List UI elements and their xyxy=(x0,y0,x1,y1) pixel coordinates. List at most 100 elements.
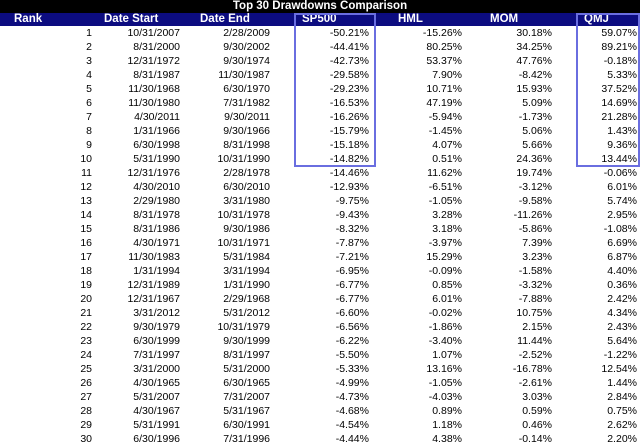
date-start-cell: 11/30/1980 xyxy=(128,97,180,109)
qmj-cell: 5.64% xyxy=(607,335,637,347)
hml-cell: 80.25% xyxy=(426,41,462,53)
mom-cell: 5.06% xyxy=(522,125,552,137)
date-end-cell: 5/31/1984 xyxy=(223,251,270,263)
qmj-cell: 2.84% xyxy=(607,391,637,403)
date-end-cell: 9/30/2002 xyxy=(223,41,270,53)
table-row: 12 4/30/2010 6/30/2010 -12.93% -6.51% -3.12% 6… xyxy=(0,180,640,194)
qmj-cell: 2.20% xyxy=(607,433,637,445)
mom-cell: -7.88% xyxy=(518,293,552,305)
sp500-cell: -15.79% xyxy=(329,125,369,137)
mom-cell: 34.25% xyxy=(516,41,552,53)
hml-cell: -6.51% xyxy=(428,181,462,193)
mom-cell: -2.52% xyxy=(518,349,552,361)
date-start-cell: 2/29/1980 xyxy=(133,195,180,207)
date-start-cell: 4/30/1965 xyxy=(133,377,180,389)
sp500-cell: -29.23% xyxy=(329,83,369,95)
table-row: 5 11/30/1968 6/30/1970 -29.23% 10.71% 15.93% 3… xyxy=(0,82,640,96)
rank-cell: 29 xyxy=(80,419,92,431)
mom-cell: -9.58% xyxy=(518,195,552,207)
rank-cell: 24 xyxy=(80,349,92,361)
rank-cell: 23 xyxy=(80,335,92,347)
table-row: 3 12/31/1972 9/30/1974 -42.73% 53.37% 47.76% -… xyxy=(0,54,640,68)
hml-cell: 0.89% xyxy=(432,405,462,417)
date-end-cell: 5/31/2000 xyxy=(223,363,270,375)
hml-cell: -0.09% xyxy=(428,265,462,277)
date-end-cell: 9/30/2011 xyxy=(224,111,270,123)
table-header: Rank Date Start Date End SP500 HML MOM Q… xyxy=(0,13,640,26)
mom-cell: 3.03% xyxy=(522,391,552,403)
date-end-cell: 8/31/1998 xyxy=(223,139,270,151)
hml-cell: -1.45% xyxy=(428,125,462,137)
mom-cell: 30.18% xyxy=(516,27,552,39)
table-row: 9 6/30/1998 8/31/1998 -15.18% 4.07% 5.66% 9.36… xyxy=(0,138,640,152)
header-sp500: SP500 xyxy=(302,13,337,25)
date-end-cell: 9/30/1986 xyxy=(223,223,270,235)
sp500-cell: -44.41% xyxy=(329,41,369,53)
table-row: 15 8/31/1986 9/30/1986 -8.32% 3.18% -5.86% -1.… xyxy=(0,222,640,236)
hml-cell: -5.94% xyxy=(428,111,462,123)
hml-cell: 7.90% xyxy=(432,69,462,81)
qmj-cell: 2.95% xyxy=(607,209,637,221)
qmj-cell: 1.44% xyxy=(607,377,637,389)
hml-cell: -1.05% xyxy=(428,377,462,389)
table-row: 14 8/31/1978 10/31/1978 -9.43% 3.28% -11.26% 2… xyxy=(0,208,640,222)
hml-cell: 1.18% xyxy=(432,419,462,431)
date-end-cell: 5/31/2012 xyxy=(223,307,270,319)
qmj-cell: 2.62% xyxy=(607,419,637,431)
qmj-cell: 6.01% xyxy=(607,181,637,193)
qmj-cell: 14.69% xyxy=(601,97,637,109)
date-start-cell: 8/31/2000 xyxy=(133,41,180,53)
hml-cell: -3.40% xyxy=(428,335,462,347)
mom-cell: -8.42% xyxy=(518,69,552,81)
mom-cell: -0.14% xyxy=(518,433,552,445)
date-start-cell: 1/31/1994 xyxy=(133,265,180,277)
table-row: 28 4/30/1967 5/31/1967 -4.68% 0.89% 0.59% 0.75… xyxy=(0,404,640,418)
table-row: 17 11/30/1983 5/31/1984 -7.21% 15.29% 3.23% 6.… xyxy=(0,250,640,264)
date-end-cell: 1/31/1990 xyxy=(223,279,270,291)
date-start-cell: 9/30/1979 xyxy=(133,321,180,333)
date-start-cell: 6/30/1996 xyxy=(133,433,180,445)
date-end-cell: 3/31/1994 xyxy=(223,265,270,277)
table-row: 11 12/31/1976 2/28/1978 -14.46% 11.62% 19.74%… xyxy=(0,166,640,180)
date-start-cell: 4/30/1971 xyxy=(133,237,180,249)
rank-cell: 9 xyxy=(86,139,92,151)
qmj-cell: 2.42% xyxy=(607,293,637,305)
date-end-cell: 10/31/1971 xyxy=(217,237,270,249)
rank-cell: 21 xyxy=(80,307,92,319)
rank-cell: 8 xyxy=(86,125,92,137)
hml-cell: 10.71% xyxy=(426,83,462,95)
table-row: 13 2/29/1980 3/31/1980 -9.75% -1.05% -9.58% 5.… xyxy=(0,194,640,208)
table-row: 7 4/30/2011 9/30/2011 -16.26% -5.94% -1.73% 21… xyxy=(0,110,640,124)
qmj-cell: 12.54% xyxy=(601,363,637,375)
rank-cell: 5 xyxy=(86,83,92,95)
rank-cell: 18 xyxy=(80,265,92,277)
date-start-cell: 10/31/2007 xyxy=(127,27,180,39)
qmj-cell: 89.21% xyxy=(601,41,637,53)
sp500-cell: -15.18% xyxy=(329,139,369,151)
qmj-cell: 0.75% xyxy=(607,405,637,417)
table-row: 27 5/31/2007 7/31/2007 -4.73% -4.03% 3.03% 2.8… xyxy=(0,390,640,404)
mom-cell: 47.76% xyxy=(516,55,552,67)
date-end-cell: 9/30/1966 xyxy=(223,125,270,137)
table-row: 25 3/31/2000 5/31/2000 -5.33% 13.16% -16.78% 1… xyxy=(0,362,640,376)
qmj-cell: -1.08% xyxy=(603,223,637,235)
header-rank: Rank xyxy=(14,13,43,25)
qmj-cell: 13.44% xyxy=(601,153,637,165)
rank-cell: 10 xyxy=(80,153,92,165)
qmj-cell: 2.43% xyxy=(607,321,637,333)
sp500-cell: -6.56% xyxy=(335,321,369,333)
rank-cell: 1 xyxy=(86,27,92,39)
qmj-cell: 6.69% xyxy=(607,237,637,249)
qmj-cell: -0.18% xyxy=(603,55,637,67)
date-end-cell: 7/31/1982 xyxy=(223,97,270,109)
hml-cell: -3.97% xyxy=(428,237,462,249)
rank-cell: 20 xyxy=(80,293,92,305)
rank-cell: 19 xyxy=(80,279,92,291)
mom-cell: 15.93% xyxy=(516,83,552,95)
sp500-cell: -6.95% xyxy=(335,265,369,277)
header-mom: MOM xyxy=(490,13,519,25)
qmj-cell: 9.36% xyxy=(607,139,637,151)
header-hml: HML xyxy=(398,13,423,25)
date-end-cell: 7/31/2007 xyxy=(223,391,270,403)
rank-cell: 17 xyxy=(80,251,92,263)
